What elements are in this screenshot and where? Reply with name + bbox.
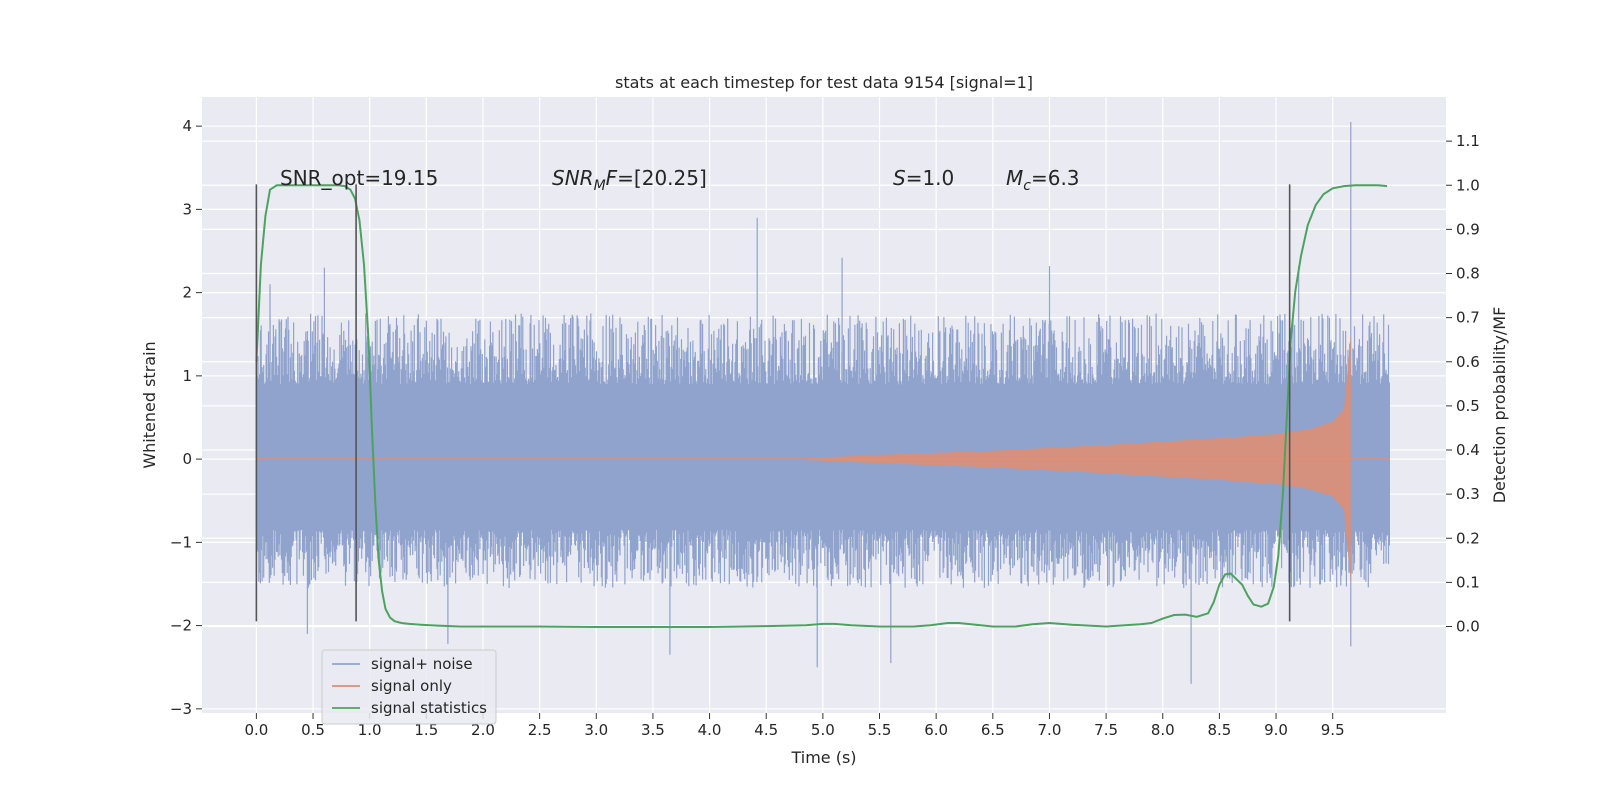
x-tick-label: 3.5 — [641, 721, 665, 739]
annotation-s-value: =1.0 — [906, 166, 955, 190]
x-tick-label: 1.5 — [414, 721, 438, 739]
x-tick-label: 7.5 — [1094, 721, 1118, 739]
annotation-snr-mf-tail: F= — [606, 166, 634, 190]
y-axis-right-title: Detection probability/MF — [1490, 307, 1509, 504]
y-right-tick-label: 0.1 — [1456, 573, 1480, 591]
signal-statistics-line — [255, 184, 1388, 628]
y-tick-label: −3 — [170, 700, 192, 718]
annotation-s: S=1.0 — [893, 166, 954, 190]
x-tick-label: 8.5 — [1207, 721, 1231, 739]
x-tick-label: 6.5 — [981, 721, 1005, 739]
legend: signal+ noise signal only signal statist… — [321, 649, 497, 725]
annotation-snr-mf-symbol: SNR — [552, 166, 594, 190]
segment-marker-layer — [255, 184, 1291, 622]
annotation-mc: Mc=6.3 — [1006, 166, 1080, 194]
legend-label-signal-only: signal only — [371, 677, 452, 695]
annotation-s-symbol: S — [893, 166, 906, 190]
x-tick-label: 6.0 — [924, 721, 948, 739]
annotation-snr-mf-value: [20.25] — [634, 166, 707, 190]
signal-only-series-layer — [256, 334, 1390, 584]
y-tick-label: 4 — [182, 117, 192, 135]
y-right-tick-label: 0.2 — [1456, 529, 1480, 547]
axis-layer: 0.0 0.5 1.0 1.5 2.0 2.5 3.0 3.5 4.0 4.5 5.0 5.5 6.0 6… — [170, 117, 1480, 739]
annotation-mc-symbol: M — [1006, 166, 1023, 190]
x-tick-label: 4.5 — [754, 721, 778, 739]
annotation-mc-subscript: c — [1023, 178, 1031, 194]
x-tick-label: 9.0 — [1264, 721, 1288, 739]
legend-label-signal-statistics: signal statistics — [371, 699, 487, 717]
y-tick-label: 3 — [182, 200, 192, 218]
plot-title: stats at each timestep for test data 915… — [615, 73, 1033, 92]
x-axis-title: Time (s) — [790, 748, 856, 767]
x-tick-label: 5.5 — [868, 721, 892, 739]
x-tick-label: 2.5 — [528, 721, 552, 739]
y-right-tick-label: 0.7 — [1456, 309, 1480, 327]
y-tick-label: 0 — [182, 450, 192, 468]
y-right-tick-label: 0.5 — [1456, 397, 1480, 415]
signal-statistics-layer — [255, 184, 1388, 628]
annotation-snr-mf-subscript: M — [594, 178, 606, 194]
x-tick-label: 5.0 — [811, 721, 835, 739]
y-right-tick-label: 1.0 — [1456, 176, 1480, 194]
y-tick-label: −1 — [170, 533, 192, 551]
x-tick-label: 1.0 — [358, 721, 382, 739]
y-right-tick-label: 0.8 — [1456, 265, 1480, 283]
x-tick-label: 8.0 — [1151, 721, 1175, 739]
y-right-tick-label: 0.9 — [1456, 220, 1480, 238]
y-right-tick-label: 0.0 — [1456, 618, 1480, 636]
x-tick-label: 7.0 — [1038, 721, 1062, 739]
legend-label-signal-noise: signal+ noise — [371, 655, 473, 673]
legend-box — [321, 649, 497, 725]
y-right-tick-label: 0.6 — [1456, 353, 1480, 371]
annotation-mc-value: =6.3 — [1031, 166, 1080, 190]
y-right-tick-label: 0.3 — [1456, 485, 1480, 503]
y-right-tick-label: 1.1 — [1456, 132, 1480, 150]
x-tick-label: 0.0 — [244, 721, 268, 739]
x-tick-label: 9.5 — [1321, 721, 1345, 739]
y-tick-label: 2 — [182, 284, 192, 302]
x-tick-label: 3.0 — [584, 721, 608, 739]
x-tick-label: 0.5 — [301, 721, 325, 739]
x-tick-label: 4.0 — [698, 721, 722, 739]
x-tick-label: 2.0 — [471, 721, 495, 739]
y-tick-label: 1 — [182, 367, 192, 385]
y-right-tick-label: 0.4 — [1456, 441, 1480, 459]
annotation-snr-mf: SNRMF=[20.25] — [552, 166, 707, 194]
y-axis-title: Whitened strain — [140, 341, 159, 468]
annotation-snr-opt: SNR_opt=19.15 — [280, 166, 438, 190]
signal-only-line — [788, 334, 1351, 584]
y-tick-label: −2 — [170, 617, 192, 635]
